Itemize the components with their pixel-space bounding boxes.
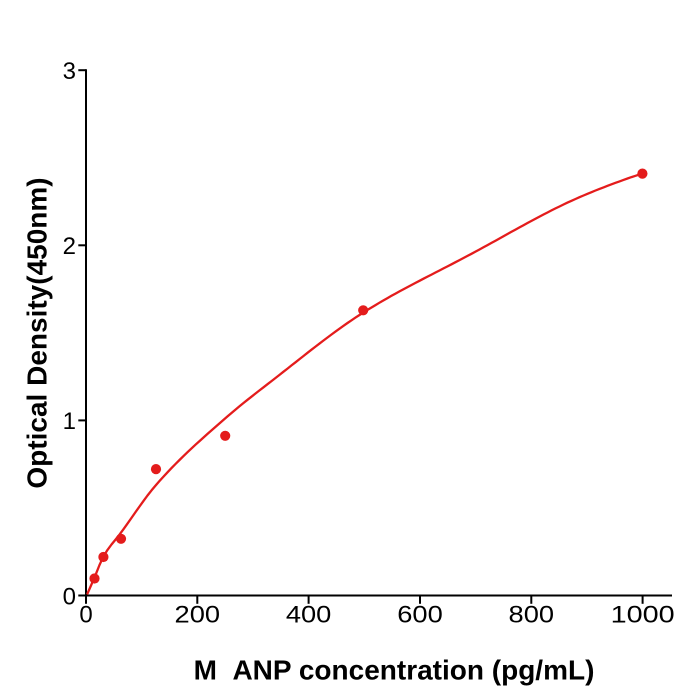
svg-text:800: 800 xyxy=(509,601,555,628)
svg-text:400: 400 xyxy=(286,601,332,628)
svg-text:1: 1 xyxy=(63,408,76,435)
svg-text:0: 0 xyxy=(79,601,92,628)
svg-text:M ANP concentration (pg/mL): M ANP concentration (pg/mL) xyxy=(194,654,595,685)
svg-text:0: 0 xyxy=(63,583,76,610)
svg-text:1000: 1000 xyxy=(611,601,675,628)
svg-text:600: 600 xyxy=(397,601,443,628)
svg-text:Optical Density(450nm): Optical Density(450nm) xyxy=(22,177,53,488)
svg-text:2: 2 xyxy=(63,233,76,260)
svg-text:3: 3 xyxy=(63,58,76,85)
svg-text:200: 200 xyxy=(175,601,221,628)
